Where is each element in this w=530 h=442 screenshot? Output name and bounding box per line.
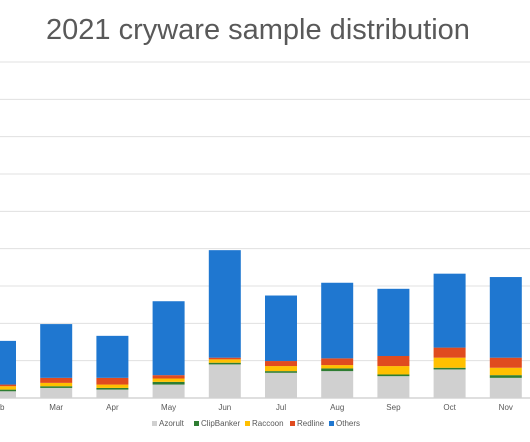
x-tick-label: May: [161, 403, 176, 412]
bar-redline-jun: [208, 357, 241, 360]
bar-others-may: [152, 301, 185, 376]
bar-others-jun: [208, 250, 241, 358]
bar-clipbanker-oct: [433, 367, 466, 370]
bar-raccoon-feb: [0, 386, 16, 390]
bar-others-jul: [265, 295, 297, 362]
bar-clipbanker-apr: [96, 387, 129, 390]
x-tick-label: Oct: [443, 403, 456, 412]
bar-azorult-aug: [321, 371, 354, 398]
bar-redline-sep: [377, 356, 410, 367]
bar-clipbanker-nov: [489, 375, 522, 378]
bar-raccoon-oct: [433, 357, 466, 368]
bar-others-aug: [321, 282, 354, 359]
bar-azorult-nov: [489, 377, 522, 398]
bar-others-feb: [0, 340, 16, 385]
bar-raccoon-nov: [489, 367, 522, 376]
legend-label-azorult: Azorult: [159, 419, 185, 428]
legend-label-others: Others: [336, 419, 360, 428]
bar-clipbanker-sep: [377, 374, 410, 377]
bar-azorult-feb: [0, 391, 16, 398]
x-tick-label: Apr: [106, 403, 119, 412]
legend-label-raccoon: Raccoon: [252, 419, 284, 428]
bar-others-mar: [40, 324, 73, 378]
bar-redline-aug: [321, 358, 354, 366]
x-tick-label: eb: [0, 403, 5, 412]
bar-others-apr: [96, 335, 129, 378]
legend-swatch-clipbanker: [194, 421, 199, 426]
bar-azorult-mar: [40, 387, 73, 398]
bar-raccoon-jun: [208, 359, 241, 363]
bar-azorult-may: [152, 384, 185, 398]
bar-clipbanker-jul: [265, 371, 297, 373]
bar-redline-mar: [40, 377, 73, 383]
x-tick-label: Sep: [386, 403, 401, 412]
legend-swatch-redline: [290, 421, 295, 426]
bar-clipbanker-feb: [0, 389, 16, 392]
bar-azorult-apr: [96, 389, 129, 398]
bar-others-oct: [433, 273, 466, 348]
bar-others-nov: [489, 277, 522, 358]
bar-azorult-jul: [265, 372, 297, 398]
bar-redline-jul: [265, 361, 297, 367]
bar-raccoon-sep: [377, 366, 410, 375]
bar-redline-apr: [96, 377, 129, 385]
bar-clipbanker-jun: [208, 362, 241, 365]
bar-azorult-oct: [433, 369, 466, 398]
x-tick-label: Jun: [218, 403, 231, 412]
bar-clipbanker-aug: [321, 368, 354, 372]
x-tick-label: Mar: [49, 403, 63, 412]
bar-clipbanker-mar: [40, 386, 73, 388]
bar-redline-may: [152, 375, 185, 379]
bar-raccoon-may: [152, 378, 185, 382]
bar-azorult-jun: [208, 364, 241, 398]
bar-raccoon-apr: [96, 384, 129, 388]
legend-swatch-azorult: [152, 421, 157, 426]
x-tick-label: Aug: [330, 403, 344, 412]
legend-label-redline: Redline: [297, 419, 325, 428]
bar-others-sep: [377, 288, 410, 356]
bar-redline-oct: [433, 347, 466, 358]
x-tick-label: Jul: [276, 403, 286, 412]
x-tick-label: Nov: [499, 403, 513, 412]
bar-redline-feb: [0, 384, 16, 387]
bar-clipbanker-may: [152, 381, 185, 385]
legend-swatch-others: [329, 421, 334, 426]
legend-swatch-raccoon: [245, 421, 250, 426]
chart-title: 2021 cryware sample distribution: [46, 14, 470, 46]
legend-label-clipbanker: ClipBanker: [201, 419, 240, 428]
bar-raccoon-aug: [321, 365, 354, 369]
bar-raccoon-mar: [40, 382, 73, 387]
bar-raccoon-jul: [265, 366, 297, 372]
bar-redline-nov: [489, 357, 522, 368]
bar-azorult-sep: [377, 376, 410, 398]
